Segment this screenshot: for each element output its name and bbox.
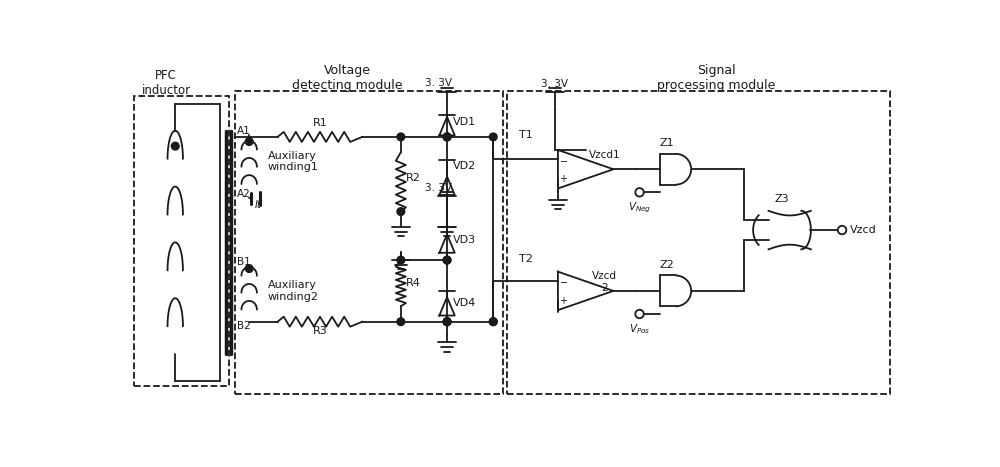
Text: Signal
processing module: Signal processing module: [657, 64, 776, 92]
Text: R2: R2: [406, 173, 421, 184]
Text: It: It: [255, 200, 261, 210]
Text: 3. 3V: 3. 3V: [541, 79, 568, 89]
Text: B2: B2: [237, 321, 251, 331]
Text: Auxiliary
winding2: Auxiliary winding2: [268, 280, 319, 302]
Circle shape: [443, 256, 451, 264]
Text: $V_{Neg}$: $V_{Neg}$: [628, 200, 651, 215]
Text: VD2: VD2: [452, 161, 476, 171]
Circle shape: [443, 256, 451, 264]
Circle shape: [397, 256, 405, 264]
Text: B1: B1: [237, 257, 251, 267]
Text: VD4: VD4: [452, 297, 476, 308]
Text: $+$: $+$: [559, 295, 568, 306]
Circle shape: [635, 310, 644, 318]
Bar: [235, 91, 503, 394]
Text: Vzcd1: Vzcd1: [589, 150, 621, 160]
Circle shape: [245, 138, 253, 145]
Text: Z2: Z2: [659, 260, 674, 270]
Text: $-$: $-$: [559, 155, 568, 164]
Text: PFC
inductor: PFC inductor: [141, 69, 191, 97]
Circle shape: [489, 318, 497, 325]
Circle shape: [838, 226, 846, 234]
Text: Vzcd: Vzcd: [592, 271, 617, 281]
Text: R1: R1: [313, 118, 327, 128]
Text: Voltage
detecting module: Voltage detecting module: [292, 64, 402, 92]
Circle shape: [171, 142, 179, 150]
Text: $+$: $+$: [559, 173, 568, 184]
Text: Vzcd: Vzcd: [850, 225, 877, 235]
Circle shape: [443, 133, 451, 141]
Text: T1: T1: [519, 130, 532, 141]
Text: Auxiliary
winding1: Auxiliary winding1: [268, 151, 319, 172]
Circle shape: [489, 133, 497, 141]
Circle shape: [397, 318, 405, 325]
Bar: [507, 91, 890, 394]
Text: $-$: $-$: [559, 276, 568, 286]
Text: T2: T2: [519, 254, 533, 264]
Text: A2: A2: [237, 189, 251, 199]
Text: VD1: VD1: [452, 117, 476, 127]
Text: R4: R4: [406, 278, 421, 288]
Circle shape: [489, 318, 497, 325]
Text: A1: A1: [237, 126, 251, 136]
Text: 3. 3V: 3. 3V: [425, 183, 452, 193]
Circle shape: [443, 133, 451, 141]
Circle shape: [443, 133, 451, 141]
Text: 3. 3V: 3. 3V: [425, 78, 452, 88]
Text: Z3: Z3: [775, 193, 789, 204]
Text: R3: R3: [313, 326, 327, 336]
Text: $V_{Pos}$: $V_{Pos}$: [629, 323, 650, 336]
Text: 2: 2: [602, 283, 608, 293]
Text: Z1: Z1: [659, 138, 674, 148]
Circle shape: [397, 133, 405, 141]
Circle shape: [443, 318, 451, 325]
Circle shape: [245, 265, 253, 272]
Bar: [134, 96, 229, 386]
Circle shape: [397, 208, 405, 215]
Circle shape: [443, 318, 451, 325]
Circle shape: [443, 318, 451, 325]
Circle shape: [635, 188, 644, 197]
Text: VD3: VD3: [452, 235, 476, 245]
